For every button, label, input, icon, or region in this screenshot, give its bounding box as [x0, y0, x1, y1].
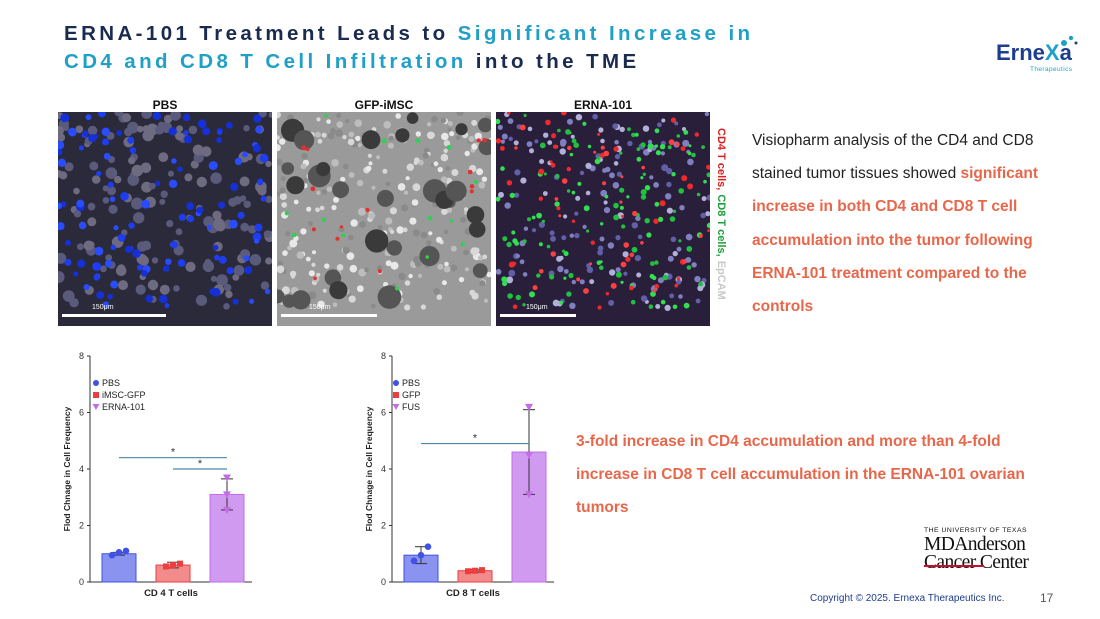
data-point [525, 403, 533, 411]
y-tick-label: 8 [79, 351, 84, 361]
copyright: Copyright © 2025. Ernexa Therapeutics In… [810, 593, 1005, 604]
legend-label: FUS [402, 402, 420, 412]
md-anderson-line-1: MDAnderson [924, 534, 1026, 555]
data-point [223, 506, 231, 514]
x-axis-label: CD 4 T cells [144, 588, 198, 599]
legend-marker [92, 404, 100, 410]
data-point [479, 567, 485, 574]
legend-label: iMSC-GFP [102, 390, 146, 400]
analysis-description: Visiopharm analysis of the CD4 and CD8 s… [752, 124, 1072, 323]
y-axis-label: Flod Chnage in Cell Frequency [364, 406, 374, 531]
microscopy-image-pbs: 150μm [58, 112, 272, 326]
scale-bar-label: 150μm [526, 304, 548, 311]
significance-label: * [473, 433, 478, 445]
significance-label: * [198, 458, 203, 470]
y-tick-label: 4 [79, 464, 84, 474]
cd4-bar-chart: 0 2 4 6 8 Flod Chnage in Cell Frequency CD 4 T… [62, 351, 252, 599]
y-tick-label: 6 [381, 408, 386, 418]
y-tick-label: 2 [381, 521, 386, 531]
title-part-4: into the TME [466, 50, 640, 73]
ernexa-logo: ErneXa Therapeutics [996, 35, 1080, 76]
panel-label-pbs: PBS [152, 98, 178, 112]
data-point [525, 491, 533, 499]
description-plain: Visiopharm analysis of the CD4 and CD8 s… [752, 132, 1034, 183]
title-part-3: CD4 and CD8 T Cell Infiltration [64, 50, 467, 73]
slide-title: ERNA-101 Treatment Leads to Significant … [64, 20, 753, 76]
y-tick-label: 0 [79, 577, 84, 587]
data-point [177, 560, 183, 567]
bar-pbs [101, 553, 137, 583]
y-tick-label: 6 [79, 408, 84, 418]
legend-marker [392, 404, 400, 410]
significance-label: * [171, 447, 176, 459]
svg-text:CD4 T cells,CD8 T cells,EpCAM: CD4 T cells, CD8 T cells, EpCAM [715, 128, 727, 300]
md-anderson-line-2: Cancer Center [924, 552, 1029, 573]
data-point [410, 557, 418, 565]
x-axis-label: CD 8 T cells [446, 588, 500, 599]
cd8-bar-chart: 0 2 4 6 8 Flod Chnage in Cell Frequency CD 8 T… [364, 351, 554, 599]
data-point [424, 543, 432, 550]
data-point [223, 474, 231, 482]
stain-cd8: CD8 T cells, [715, 194, 727, 256]
data-point [417, 551, 425, 559]
legend-label: GFP [402, 390, 421, 400]
legend-marker [93, 392, 99, 398]
stain-cd4: CD4 T cells, [715, 128, 727, 190]
legend-marker [393, 392, 399, 398]
scale-bar-label: 150μm [92, 304, 114, 311]
callout-text: 3-fold increase in CD4 accumulation and … [576, 433, 1025, 516]
md-anderson-strike [924, 565, 984, 567]
legend-label: ERNA-101 [102, 402, 145, 412]
university-line: THE UNIVERSITY OF TEXAS [924, 527, 1028, 534]
y-tick-label: 8 [381, 351, 386, 361]
panel-label-gfp-imsc: GFP-iMSC [354, 98, 414, 112]
title-part-1: ERNA-101 Treatment Leads to [64, 22, 458, 45]
legend-label: PBS [402, 378, 420, 388]
data-point [108, 551, 116, 559]
stain-legend: CD4 T cells, CD8 T cells, EpCAM [715, 128, 727, 300]
scale-bar-label: 150μm [309, 304, 331, 311]
microscopy-image-erna-101: 150μm [496, 112, 710, 326]
logo-wordmark: ErneXa [996, 40, 1072, 65]
description-bold: significant increase in both CD4 and CD8… [752, 165, 1039, 316]
title-part-2: Significant Increase in [457, 22, 754, 45]
logo-dots-icon [1061, 35, 1078, 46]
data-point [163, 563, 169, 570]
data-point [472, 567, 478, 574]
stain-epcam: EpCAM [715, 261, 727, 300]
y-tick-label: 2 [79, 521, 84, 531]
microscopy-image-gfp-imsc: 150μm [277, 112, 491, 326]
y-tick-label: 0 [381, 577, 386, 587]
legend-label: PBS [102, 378, 120, 388]
panel-label-erna-101: ERNA-101 [573, 98, 633, 112]
logo-subtext: Therapeutics [1030, 66, 1073, 73]
page-number: 17 [1040, 591, 1054, 605]
data-point [525, 451, 533, 459]
y-axis-label: Flod Chnage in Cell Frequency [62, 406, 72, 531]
y-tick-label: 4 [381, 464, 386, 474]
legend-marker [93, 380, 99, 386]
data-point [122, 547, 130, 555]
legend-marker [393, 380, 399, 386]
data-point [223, 491, 231, 499]
data-point [170, 562, 176, 569]
data-point [465, 568, 471, 575]
data-point [115, 549, 123, 556]
